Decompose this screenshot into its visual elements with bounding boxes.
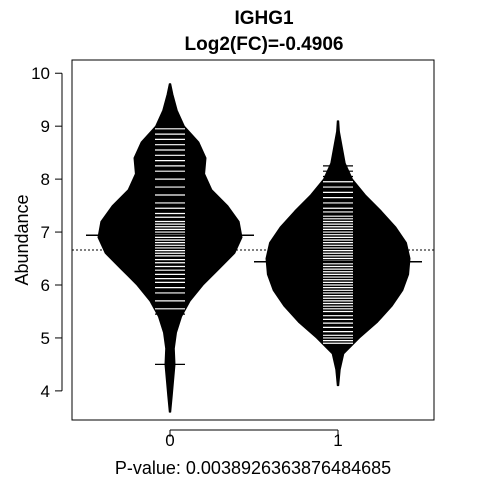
y-tick-label: 9 [41, 117, 50, 136]
y-tick-label: 6 [41, 276, 50, 295]
plot-frame [71, 59, 435, 421]
x-axis-label: P-value: 0.0038926363876484685 [115, 458, 391, 478]
y-tick-label: 7 [41, 223, 50, 242]
y-tick-label: 8 [41, 170, 50, 189]
bean-group [72, 83, 434, 413]
y-tick-label: 4 [41, 382, 50, 401]
x-tick-label: 1 [333, 431, 342, 450]
chart-subtitle: Log2(FC)=-0.4906 [185, 34, 344, 55]
y-tick-label: 5 [41, 329, 50, 348]
y-axis-label: Abundance [12, 194, 32, 285]
y-axis: 4 5 6 7 8 9 10 [31, 64, 63, 401]
chart-title: IGHG1 [234, 8, 294, 29]
x-tick-label: 0 [165, 431, 174, 450]
y-tick-label: 10 [31, 64, 50, 83]
